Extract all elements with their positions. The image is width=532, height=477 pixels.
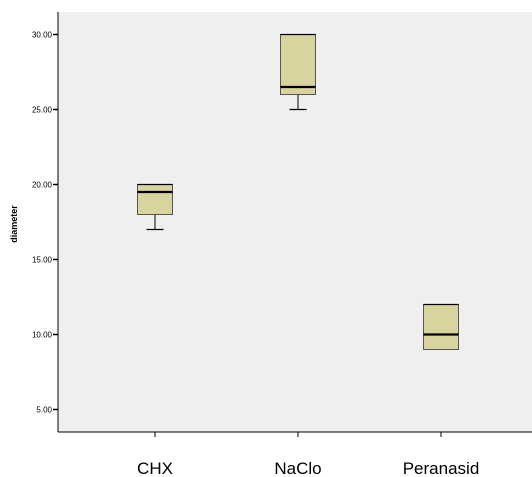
box-iqr (423, 304, 459, 350)
y-tick-label: 20.00 (32, 181, 53, 190)
boxes-layer (137, 33, 459, 350)
x-tick-label: NaClo (274, 459, 321, 477)
y-tick-label: 30.00 (32, 31, 53, 40)
box-chx (137, 183, 173, 231)
y-tick-label: 25.00 (32, 106, 53, 115)
y-tick-label: 10.00 (32, 331, 53, 340)
y-ticks: 5.00 10.00 15.00 20.00 25.00 30.00 (32, 31, 58, 415)
y-tick-label: 15.00 (32, 256, 53, 265)
y-axis-title: diameter (9, 205, 19, 243)
box-iqr (280, 34, 316, 95)
x-ticks: CHX NaClo Peranasid (137, 432, 479, 477)
x-tick-label: Peranasid (403, 459, 480, 477)
y-tick-label: 5.00 (36, 406, 52, 415)
box-peranasid (423, 303, 459, 350)
box-iqr (137, 184, 173, 215)
x-tick-label: CHX (137, 459, 173, 477)
box-naclo (280, 33, 316, 111)
